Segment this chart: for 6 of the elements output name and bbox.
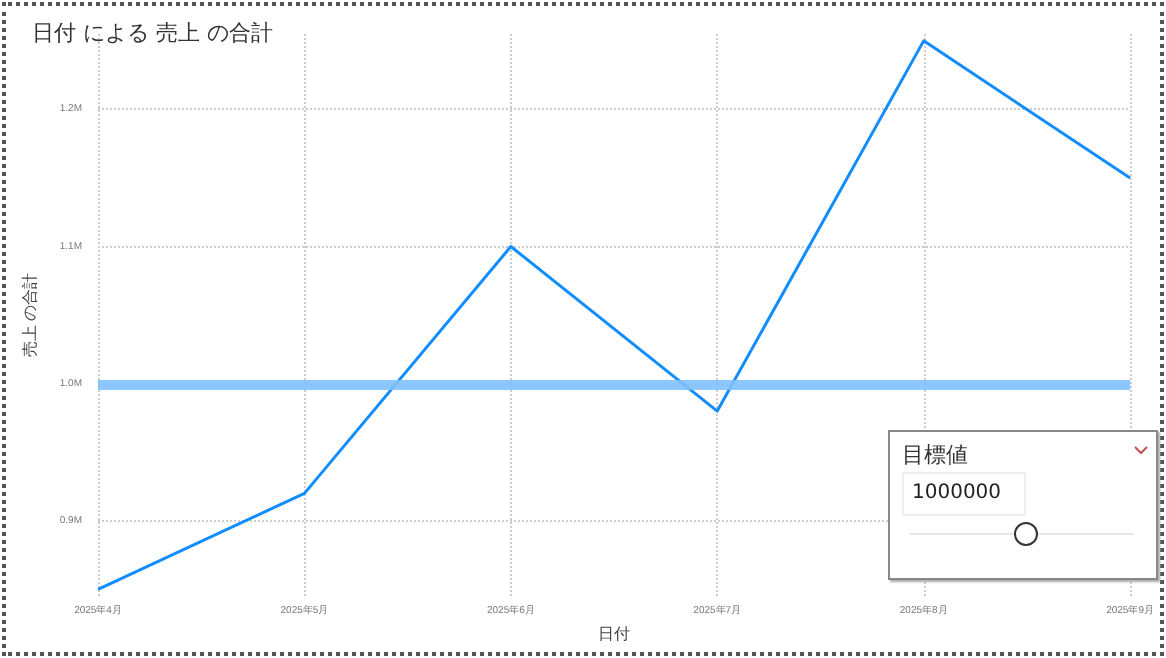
y-axis-title: 売上 の合計 [21, 272, 39, 358]
input-field: 1000000 [902, 472, 1026, 516]
x-axis-title: 日付 [598, 625, 631, 643]
slider-panel: 目標値 1000000 [888, 430, 1158, 580]
chart-title: 日付 による 売上 の合計 [32, 20, 273, 46]
annotation: 目標値 [902, 440, 968, 470]
